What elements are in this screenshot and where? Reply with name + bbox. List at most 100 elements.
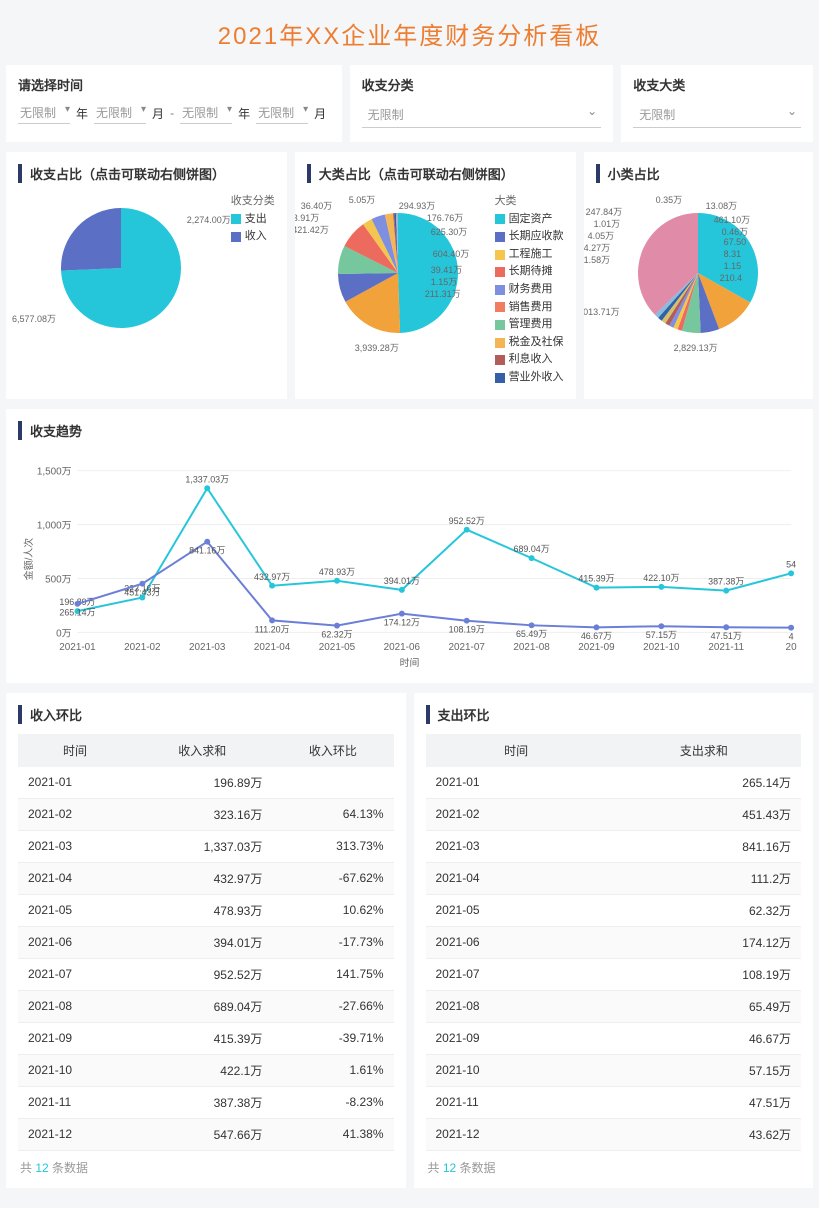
table-header: 时间 [426,734,607,767]
svg-text:2021-01: 2021-01 [59,642,96,653]
svg-text:500万: 500万 [45,574,72,585]
svg-text:65.49万: 65.49万 [516,629,547,639]
pie2-title: 大类占比（点击可联动右侧饼图） [307,164,564,183]
table-row[interactable]: 2021-01265.14万 [426,767,802,799]
pie3-card: 小类占比 247.84万1.01万4.05万4.27万1.58万0.35万13.… [584,152,813,399]
svg-text:2021-06: 2021-06 [384,642,421,653]
table-row[interactable]: 2021-1057.15万 [426,1054,802,1086]
svg-text:2021-05: 2021-05 [319,642,356,653]
pie1-title: 收支占比（点击可联动右侧饼图） [18,164,275,183]
table-row[interactable]: 2021-04111.2万 [426,862,802,894]
table-row[interactable]: 2021-05478.93万10.62% [18,894,394,926]
svg-text:4: 4 [789,631,794,641]
svg-text:57.15万: 57.15万 [646,630,677,640]
svg-text:394.01万: 394.01万 [384,575,420,585]
category-filter: 收支分类 无限制 [350,65,614,142]
table-row[interactable]: 2021-06174.12万 [426,926,802,958]
svg-text:54: 54 [786,559,796,569]
category-filter-label: 收支分类 [362,75,602,94]
table-row[interactable]: 2021-01196.89万 [18,767,394,799]
year-unit: 年 [76,105,88,122]
svg-text:46.67万: 46.67万 [581,631,612,641]
table-row[interactable]: 2021-07108.19万 [426,958,802,990]
table-row[interactable]: 2021-10422.1万1.61% [18,1054,394,1086]
filter-bar: 请选择时间 无限制 年 无限制 月 - 无限制 年 无限制 月 收支分类 无限制… [6,65,813,142]
table-row[interactable]: 2021-11387.38万-8.23% [18,1086,394,1118]
table1-card: 收入环比 时间收入求和收入环比2021-01196.89万2021-02323.… [6,693,406,1188]
table-row[interactable]: 2021-06394.01万-17.73% [18,926,394,958]
table-row[interactable]: 2021-0562.32万 [426,894,802,926]
trend-title: 收支趋势 [18,421,801,440]
table-row[interactable]: 2021-02451.43万 [426,798,802,830]
category-select[interactable]: 无限制 [362,102,602,128]
svg-text:2021-07: 2021-07 [449,642,486,653]
month-unit: 月 [152,105,164,122]
svg-text:金额/人次: 金额/人次 [22,537,35,579]
svg-text:2021-09: 2021-09 [578,642,615,653]
svg-text:111.20万: 111.20万 [255,624,290,634]
income-table: 时间收入求和收入环比2021-01196.89万2021-02323.16万64… [18,734,394,1151]
svg-text:62.32万: 62.32万 [321,629,352,639]
major-select[interactable]: 无限制 [633,102,801,128]
svg-text:2021-02: 2021-02 [124,642,161,653]
range-dash: - [170,106,174,120]
table2-card: 支出环比 时间支出求和2021-01265.14万2021-02451.43万2… [414,693,814,1188]
table-row[interactable]: 2021-07952.52万141.75% [18,958,394,990]
svg-text:1,337.03万: 1,337.03万 [185,474,229,484]
svg-text:47.51万: 47.51万 [711,631,742,641]
svg-text:841.16万: 841.16万 [189,545,225,555]
svg-text:2021-04: 2021-04 [254,642,291,653]
year-to-select[interactable]: 无限制 [180,102,232,124]
svg-text:0万: 0万 [56,628,72,639]
svg-text:1,500万: 1,500万 [37,466,72,477]
pie1-card: 收支占比（点击可联动右侧饼图） 2,274.00万 6,577.08万 收支分类… [6,152,287,399]
svg-text:2021-08: 2021-08 [513,642,550,653]
table-header: 收入求和 [132,734,272,767]
page-title: 2021年XX企业年度财务分析看板 [6,0,813,65]
svg-text:952.52万: 952.52万 [449,515,485,525]
svg-text:265.14万: 265.14万 [59,607,95,617]
svg-text:451.43万: 451.43万 [124,587,160,597]
svg-text:174.12万: 174.12万 [384,617,420,627]
svg-text:689.04万: 689.04万 [514,544,550,554]
svg-text:422.10万: 422.10万 [643,572,679,582]
table-row[interactable]: 2021-0865.49万 [426,990,802,1022]
table-row[interactable]: 2021-04432.97万-67.62% [18,862,394,894]
table-row[interactable]: 2021-03841.16万 [426,830,802,862]
table-header: 收入环比 [272,734,393,767]
table2-footer: 共 12 条数据 [426,1151,802,1176]
pie3-title: 小类占比 [596,164,801,183]
table1-footer: 共 12 条数据 [18,1151,394,1176]
trend-chart[interactable]: 0万500万1,000万1,500万2021-012021-022021-032… [18,450,801,668]
svg-text:478.93万: 478.93万 [319,566,355,576]
table-header: 时间 [18,734,132,767]
table2-title: 支出环比 [426,705,802,724]
svg-text:时间: 时间 [400,656,420,668]
svg-text:432.97万: 432.97万 [254,571,290,581]
svg-text:2021-10: 2021-10 [643,642,680,653]
time-filter: 请选择时间 无限制 年 无限制 月 - 无限制 年 无限制 月 [6,65,342,142]
svg-text:108.19万: 108.19万 [449,624,485,634]
table-row[interactable]: 2021-1147.51万 [426,1086,802,1118]
table-row[interactable]: 2021-0946.67万 [426,1022,802,1054]
month-unit-2: 月 [314,105,326,122]
table-header: 支出求和 [607,734,801,767]
table-row[interactable]: 2021-12547.66万41.38% [18,1118,394,1150]
table-row[interactable]: 2021-02323.16万64.13% [18,798,394,830]
table-row[interactable]: 2021-031,337.03万313.73% [18,830,394,862]
table-row[interactable]: 2021-1243.62万 [426,1118,802,1150]
table-row[interactable]: 2021-09415.39万-39.71% [18,1022,394,1054]
time-filter-label: 请选择时间 [18,75,330,94]
table-row[interactable]: 2021-08689.04万-27.66% [18,990,394,1022]
svg-text:387.38万: 387.38万 [708,576,744,586]
svg-text:2021-03: 2021-03 [189,642,226,653]
major-filter-label: 收支大类 [633,75,801,94]
year-from-select[interactable]: 无限制 [18,102,70,124]
svg-text:415.39万: 415.39万 [578,573,614,583]
table1-title: 收入环比 [18,705,394,724]
month-from-select[interactable]: 无限制 [94,102,146,124]
year-unit-2: 年 [238,105,250,122]
month-to-select[interactable]: 无限制 [256,102,308,124]
major-filter: 收支大类 无限制 [621,65,813,142]
expense-table: 时间支出求和2021-01265.14万2021-02451.43万2021-0… [426,734,802,1151]
